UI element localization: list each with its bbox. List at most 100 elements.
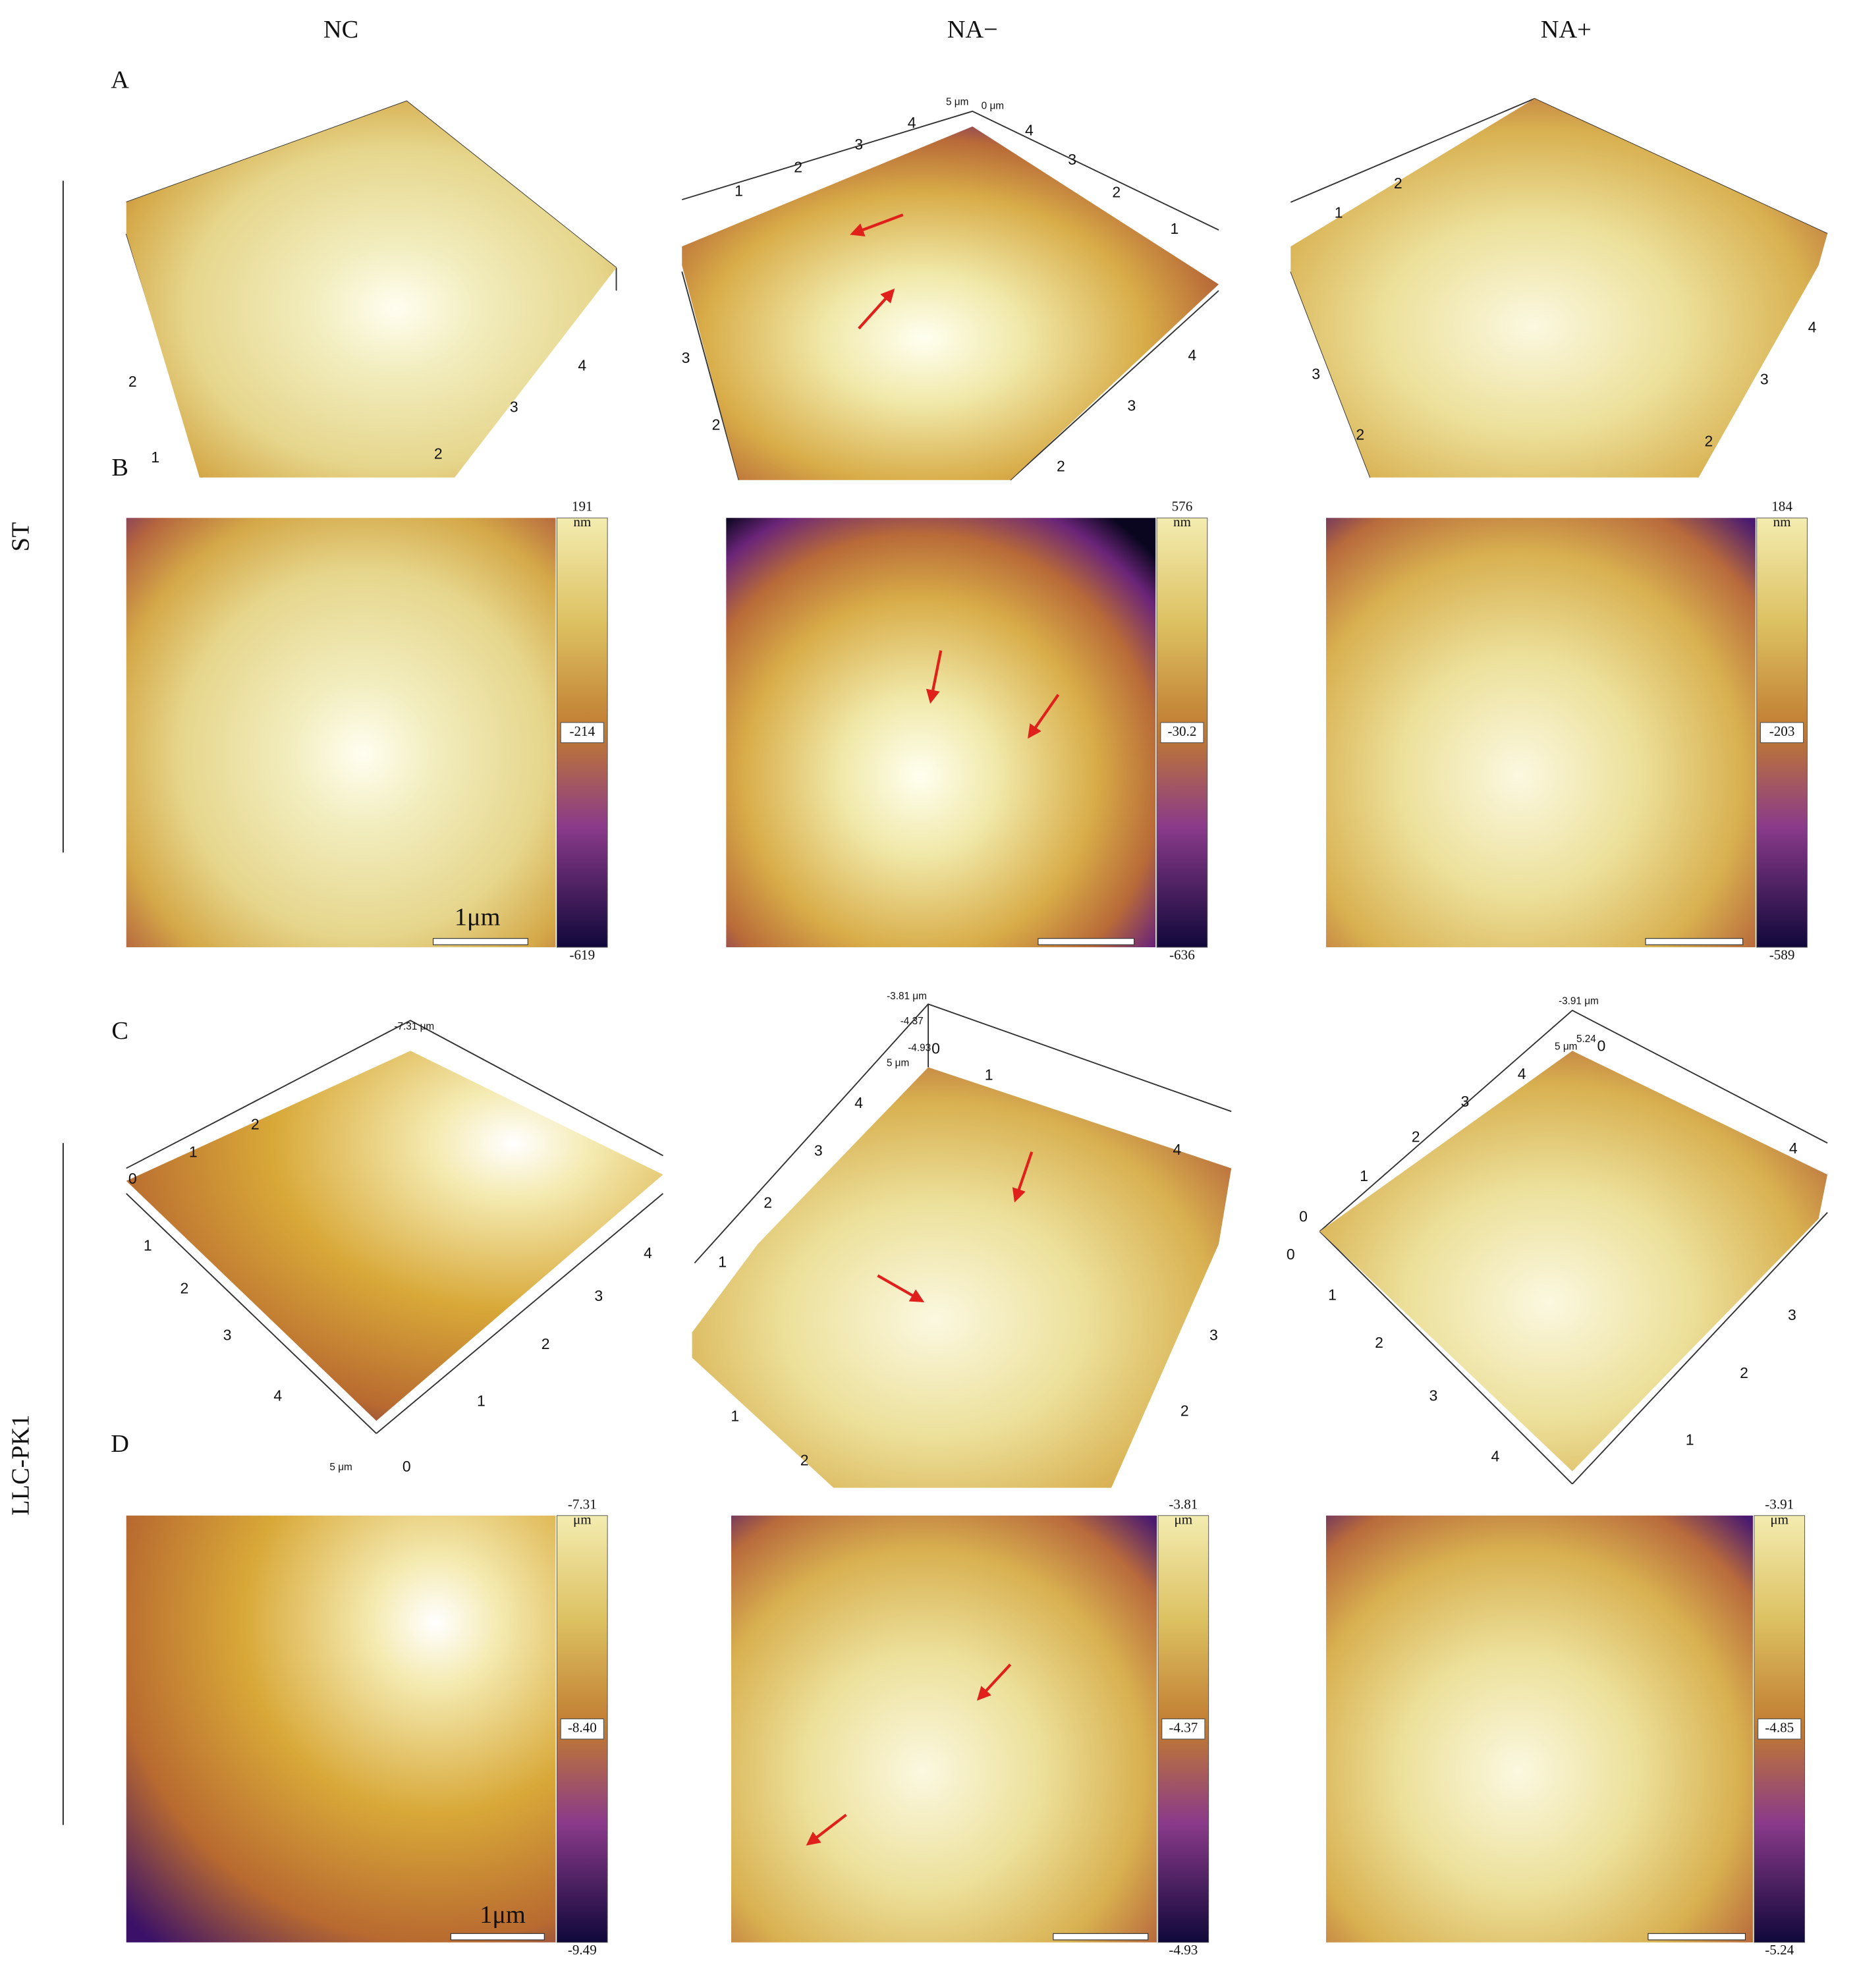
scale-bar [1648,1933,1746,1941]
scale-bar [432,938,528,945]
axis-tick-label: 3 [1760,370,1769,387]
axis-tick-label: 2 [1112,184,1121,201]
axis-tick-label: 4 [578,356,586,373]
axis-tick-label: 2 [1057,458,1065,475]
colorbar-mid-box [560,1718,604,1740]
panel-letter: D [111,1430,129,1458]
height-map [1325,518,1756,948]
axis-tick-label: 2 [1740,1364,1748,1381]
height-map [1325,1515,1753,1943]
axis-tick-label: 1 [718,1253,727,1270]
axis-tick-label: 1 [1171,220,1179,237]
axis-tick-label: 2 [794,158,802,175]
scale-bar-label: 1μm [455,904,501,931]
axis-tick-label: 1 [1328,1286,1337,1303]
axis-tick-label: 0 [1597,1037,1606,1055]
surface-3d [126,1020,664,1434]
colorbar-max: 576 [1172,499,1193,514]
axis-tick-label: 1 [1335,204,1343,221]
axis-tick-label: 3 [223,1327,232,1344]
axis-tick-label: -3.91 μm [1559,996,1599,1007]
colorbar-unit: μm [573,1511,592,1527]
axis-tick-label: 0 [931,1039,940,1057]
colorbar-min: -619 [569,947,595,962]
axis-tick-label: 3 [1460,1093,1469,1110]
colorbar-unit: nm [1773,514,1792,530]
axis-tick-label: -4.37 [901,1016,924,1027]
scale-bar [1053,1933,1149,1941]
scale-bar-label: 1μm [480,1901,526,1929]
axis-tick-label: 4 [1025,122,1034,139]
axis-tick-label: 5 μm [1555,1041,1577,1053]
axis-tick-label: 3 [1068,151,1076,168]
axis-tick-label: 3 [1429,1387,1438,1404]
colorbar-mid-box [1160,722,1204,744]
axis-tick-label: 2 [1180,1402,1189,1420]
colorbar-mid: -30.2 [1167,723,1196,739]
axis-tick-label: 4 [1789,1140,1798,1157]
colorbar-max: 191 [572,499,593,514]
axis-tick-label: 2 [1356,426,1364,443]
axis-tick-label: 3 [1209,1327,1218,1344]
column-header: NA+ [1541,16,1592,43]
height-map [126,1515,556,1943]
axis-tick-label: 4 [1491,1448,1499,1465]
axis-tick-label: 1 [151,449,159,466]
colorbar-min: -589 [1769,947,1795,962]
colorbar-min: -4.93 [1169,1942,1198,1958]
axis-tick-label: 3 [510,399,518,416]
axis-tick-label: 2 [434,445,443,462]
axis-tick-label: 1 [1686,1431,1694,1449]
colorbar-mid: -4.85 [1765,1720,1794,1736]
axis-tick-label: 4 [1808,319,1817,336]
axis-tick-label: 5 μm [887,1057,909,1068]
colorbar-unit: nm [573,514,592,530]
colorbar-mid: -214 [569,723,595,739]
axis-tick-label: 2 [1375,1334,1383,1351]
colorbar-unit: μm [1770,1511,1789,1527]
axis-tick-label: 2 [1704,432,1713,449]
surface-3d [1290,97,1828,478]
arrows [806,213,1060,1846]
axis-tick-label: 2 [763,1194,772,1211]
axis-tick-label: 0 [1299,1207,1308,1225]
colorbar-max: -3.91 [1765,1496,1794,1512]
axis-tick-label: 0 [402,1458,411,1475]
axis-tick-label: 3 [814,1142,823,1159]
axis-tick-label: 2 [800,1451,809,1468]
axis-tick-label: 3 [1788,1306,1796,1323]
axis-tick-label: -3.81 μm [887,991,927,1002]
column-header: NC [323,16,358,43]
axis-tick-label: 4 [1518,1065,1526,1082]
colorbar-max: -3.81 [1169,1496,1198,1512]
axis-tick-label: 2 [712,416,721,433]
height-map [726,518,1156,948]
axis-tick-label: 1 [477,1392,486,1409]
axis-tick-label: 4 [1173,1141,1181,1158]
axis-tick-label: 4 [908,114,916,131]
scale-bar [450,1933,545,1941]
surface-3d [692,1003,1232,1488]
axis-tick-label: 3 [1127,397,1136,414]
colorbar-mid-box [1161,1718,1206,1740]
axis-tick-label: 4 [854,1094,863,1111]
axis-tick-label: 5 μm [946,97,968,108]
axis-tick-label: 1 [985,1066,993,1084]
axis-tick-label: 5 μm [329,1462,352,1473]
axis-tick-label: 2 [1394,175,1402,192]
axis-tick-label: 2 [180,1280,189,1297]
colorbar-min: -9.49 [568,1942,597,1958]
row-label: LLC-PK1 [7,1414,34,1515]
maps: 191nm-214-6191μm576nm-30.2-636184nm-203-… [126,499,1808,1958]
scale-bar [1038,938,1135,945]
colorbar-mid-box [1758,1718,1802,1740]
axis-tick-label: 1 [735,182,743,200]
panel-letter: C [111,1017,128,1045]
colorbar-mid: -8.40 [568,1720,597,1736]
axis-tick-label: 0 [1287,1246,1295,1263]
colorbar-unit: nm [1173,514,1192,530]
axis-tick-label: 1 [731,1407,739,1424]
